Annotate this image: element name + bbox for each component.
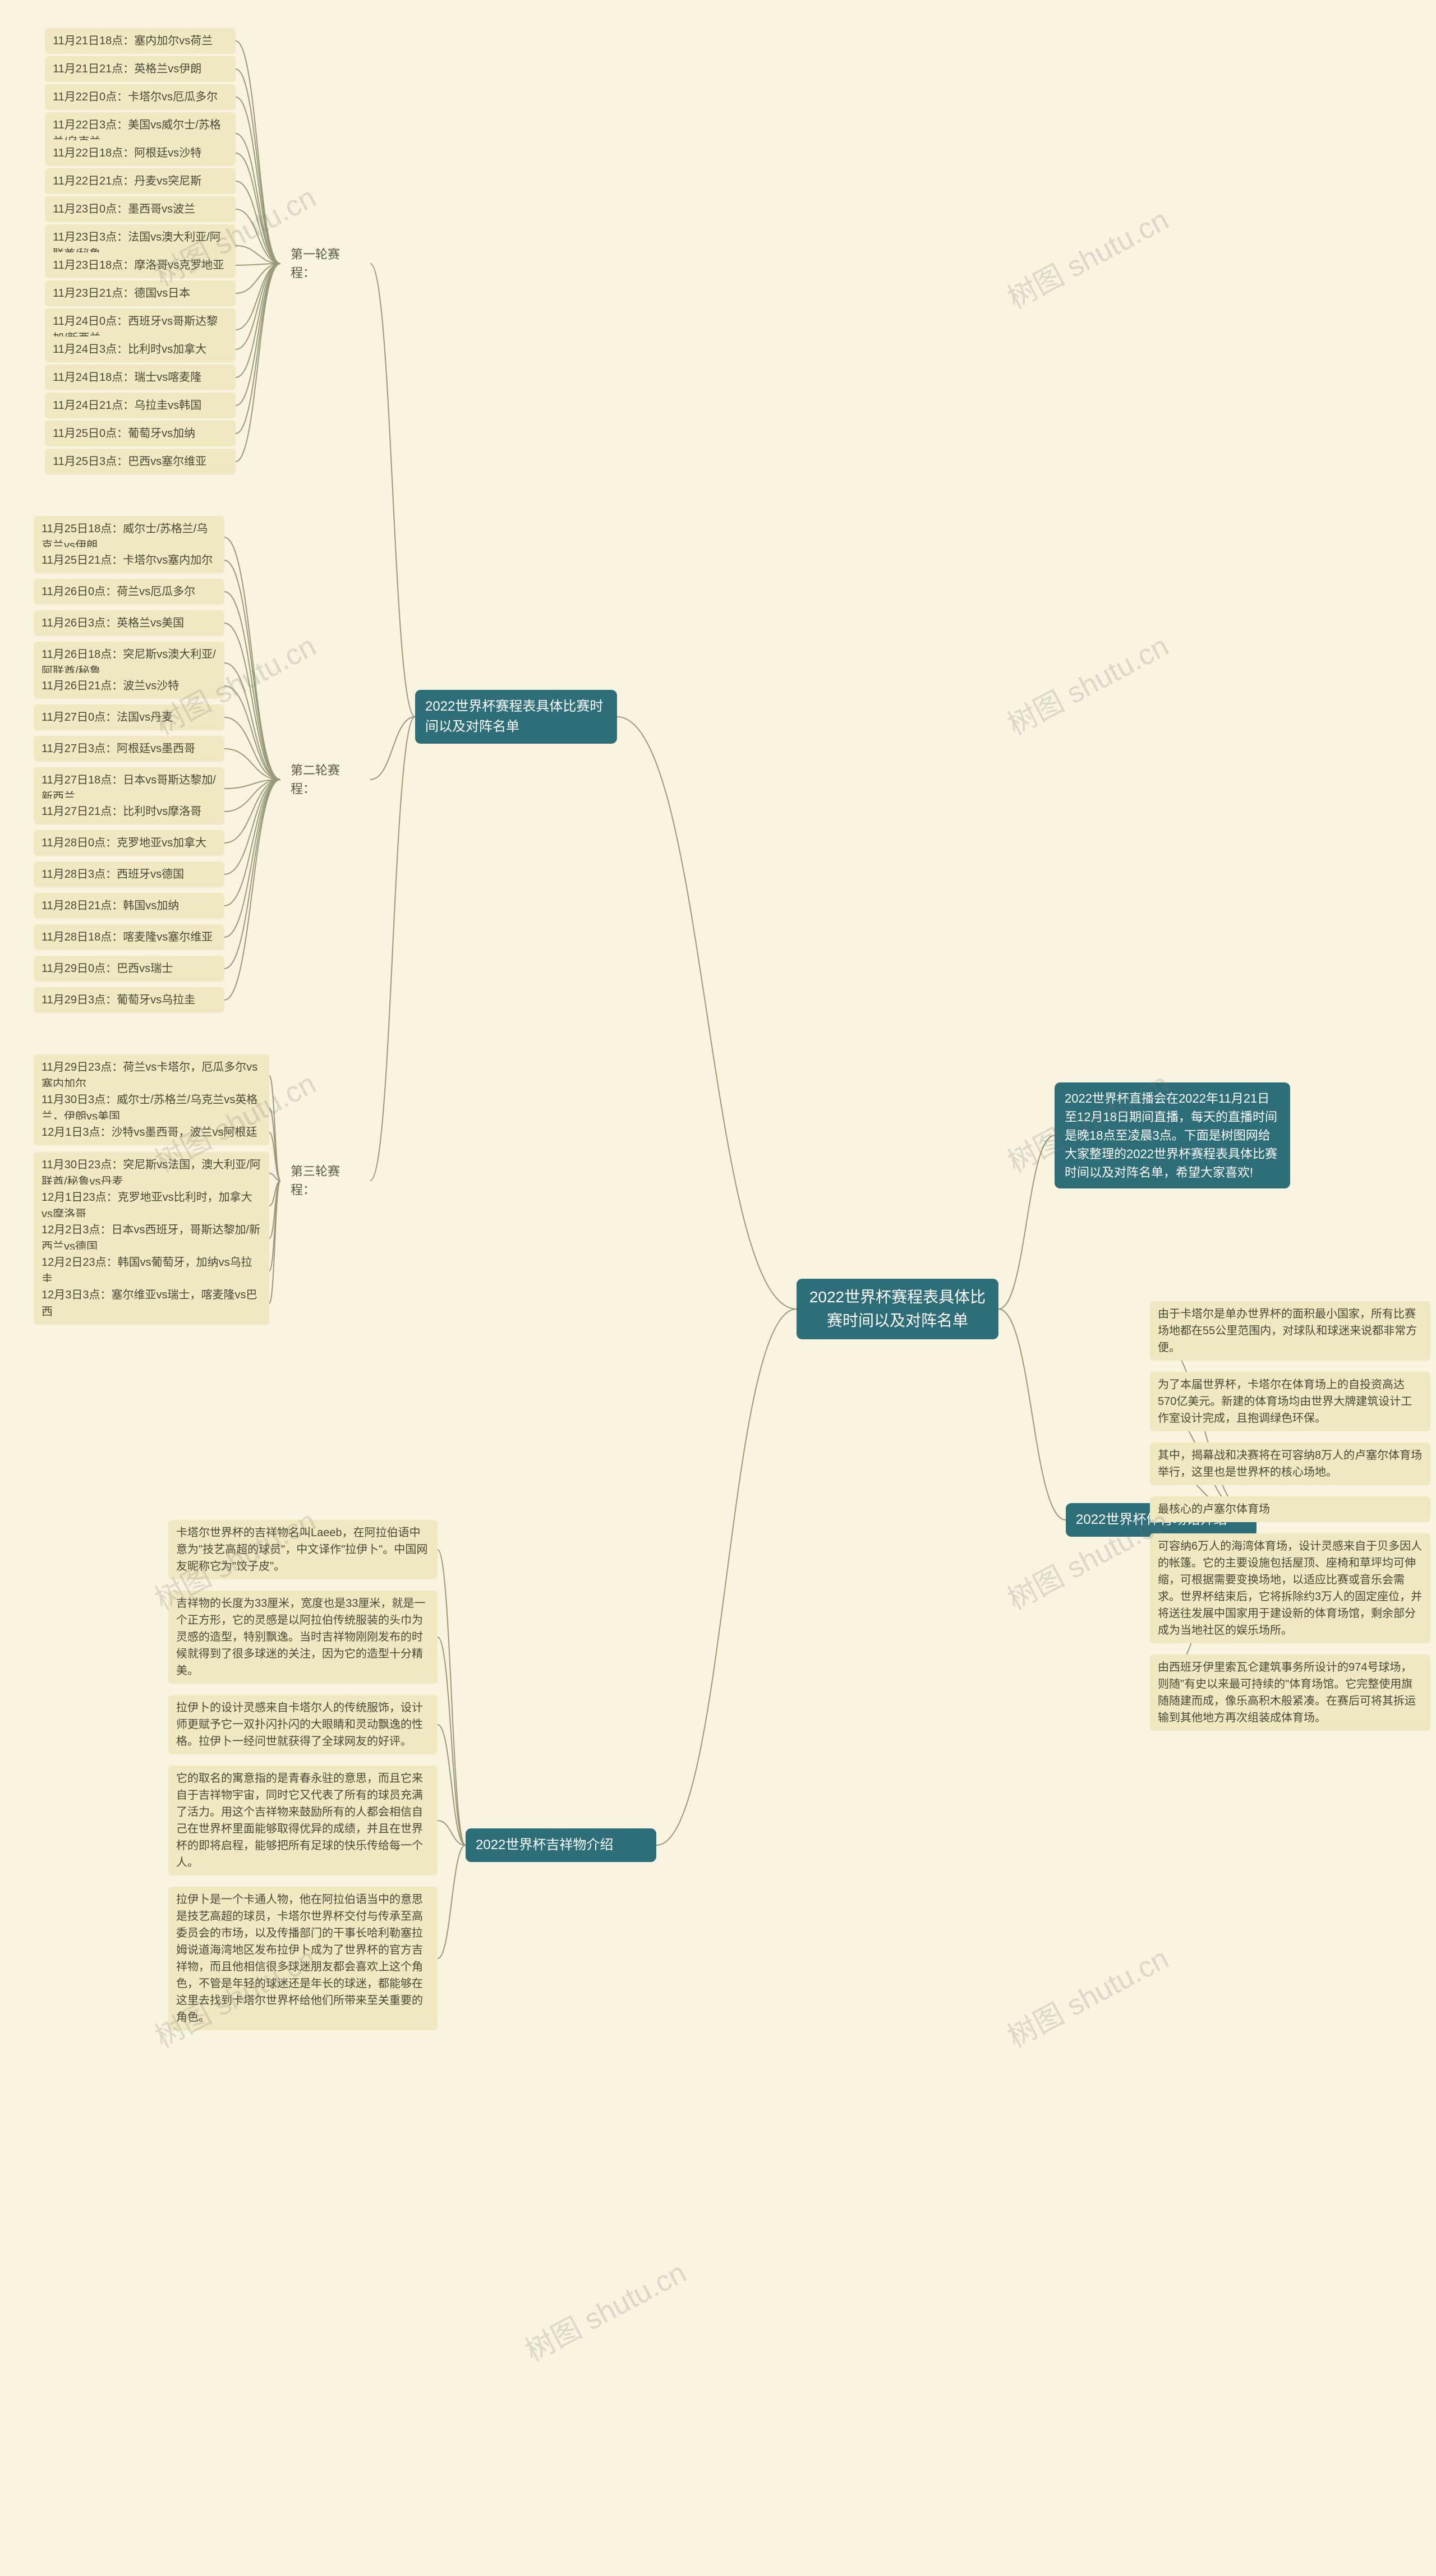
round1-item[interactable]: 11月23日21点：德国vs日本 (45, 280, 236, 306)
round2-item[interactable]: 11月26日21点：波兰vs沙特 (34, 673, 224, 699)
round1-item[interactable]: 11月21日18点：塞内加尔vs荷兰 (45, 28, 236, 54)
round2-item[interactable]: 11月26日3点：英格兰vs美国 (34, 610, 224, 636)
mascot-item[interactable]: 吉祥物的长度为33厘米，宽度也是33厘米，就是一个正方形，它的灵感是以阿拉伯传统… (168, 1591, 438, 1684)
intro-node[interactable]: 2022世界杯直播会在2022年11月21日至12月18日期间直播，每天的直播时… (1055, 1082, 1290, 1188)
round2-label[interactable]: 第二轮赛程： (280, 754, 370, 805)
round2-item[interactable]: 11月28日0点：克罗地亚vs加拿大 (34, 830, 224, 856)
round2-item[interactable]: 11月26日0点：荷兰vs厄瓜多尔 (34, 579, 224, 605)
round1-item[interactable]: 11月23日0点：墨西哥vs波兰 (45, 196, 236, 222)
round2-item[interactable]: 11月27日21点：比利时vs摩洛哥 (34, 799, 224, 824)
watermark: 树图 shutu.cn (517, 2249, 692, 2369)
stadium-item[interactable]: 最核心的卢塞尔体育场 (1150, 1496, 1430, 1522)
stadium-item[interactable]: 由西班牙伊里索瓦仑建筑事务所设计的974号球场，则随"有史以来最可持续的"体育场… (1150, 1655, 1430, 1731)
round2-item[interactable]: 11月28日18点：喀麦隆vs塞尔维亚 (34, 924, 224, 950)
round1-item[interactable]: 11月24日21点：乌拉圭vs韩国 (45, 393, 236, 418)
round3-label[interactable]: 第三轮赛程： (280, 1155, 370, 1206)
round3-item[interactable]: 12月3日3点：塞尔维亚vs瑞士，喀麦隆vs巴西 (34, 1282, 269, 1325)
stadium-item[interactable]: 可容纳6万人的海湾体育场，设计灵感来自于贝多因人的帐篷。它的主要设施包括屋顶、座… (1150, 1533, 1430, 1643)
round1-label[interactable]: 第一轮赛程： (280, 238, 370, 289)
stadium-item[interactable]: 由于卡塔尔是单办世界杯的面积最小国家，所有比赛场地都在55公里范围内，对球队和球… (1150, 1301, 1430, 1361)
section-mascot[interactable]: 2022世界杯吉祥物介绍 (466, 1828, 656, 1862)
round2-item[interactable]: 11月27日3点：阿根廷vs墨西哥 (34, 736, 224, 762)
round3-item[interactable]: 12月1日3点：沙特vs墨西哥，波兰vs阿根廷 (34, 1119, 269, 1145)
watermark: 树图 shutu.cn (999, 196, 1175, 316)
round1-item[interactable]: 11月24日3点：比利时vs加拿大 (45, 337, 236, 362)
round2-item[interactable]: 11月25日21点：卡塔尔vs塞内加尔 (34, 547, 224, 573)
round2-item[interactable]: 11月29日0点：巴西vs瑞士 (34, 956, 224, 981)
mascot-item[interactable]: 拉伊卜是一个卡通人物，他在阿拉伯语当中的意思是技艺高超的球员，卡塔尔世界杯交付与… (168, 1887, 438, 2030)
round1-item[interactable]: 11月25日3点：巴西vs塞尔维亚 (45, 449, 236, 474)
stadium-item[interactable]: 为了本届世界杯，卡塔尔在体育场上的自投资高达570亿美元。新建的体育场均由世界大… (1150, 1372, 1430, 1431)
watermark: 树图 shutu.cn (999, 1935, 1175, 2055)
round2-item[interactable]: 11月27日0点：法国vs丹麦 (34, 704, 224, 730)
round1-item[interactable]: 11月22日18点：阿根廷vs沙特 (45, 140, 236, 166)
center-node[interactable]: 2022世界杯赛程表具体比赛时间以及对阵名单 (797, 1279, 998, 1339)
round1-item[interactable]: 11月24日18点：瑞士vs喀麦隆 (45, 365, 236, 390)
round1-item[interactable]: 11月23日18点：摩洛哥vs克罗地亚 (45, 252, 236, 278)
mascot-item[interactable]: 卡塔尔世界杯的吉祥物名叫Laeeb，在阿拉伯语中意为"技艺高超的球员"，中文译作… (168, 1520, 438, 1579)
round1-item[interactable]: 11月25日0点：葡萄牙vs加纳 (45, 421, 236, 446)
round1-item[interactable]: 11月22日0点：卡塔尔vs厄瓜多尔 (45, 84, 236, 110)
round1-item[interactable]: 11月21日21点：英格兰vs伊朗 (45, 56, 236, 82)
mascot-item[interactable]: 它的取名的寓意指的是青春永驻的意思，而且它来自于吉祥物宇宙，同时它又代表了所有的… (168, 1766, 438, 1875)
round2-item[interactable]: 11月28日3点：西班牙vs德国 (34, 861, 224, 887)
stadium-item[interactable]: 其中，揭幕战和决赛将在可容纳8万人的卢塞尔体育场举行，这里也是世界杯的核心场地。 (1150, 1443, 1430, 1485)
section-schedule[interactable]: 2022世界杯赛程表具体比赛时间以及对阵名单 (415, 690, 617, 744)
watermark: 树图 shutu.cn (999, 623, 1175, 743)
round2-item[interactable]: 11月28日21点：韩国vs加纳 (34, 893, 224, 919)
round2-item[interactable]: 11月29日3点：葡萄牙vs乌拉圭 (34, 987, 224, 1013)
mascot-item[interactable]: 拉伊卜的设计灵感来自卡塔尔人的传统服饰，设计师更赋予它一双扑闪扑闪的大眼睛和灵动… (168, 1695, 438, 1754)
round1-item[interactable]: 11月22日21点：丹麦vs突尼斯 (45, 168, 236, 194)
